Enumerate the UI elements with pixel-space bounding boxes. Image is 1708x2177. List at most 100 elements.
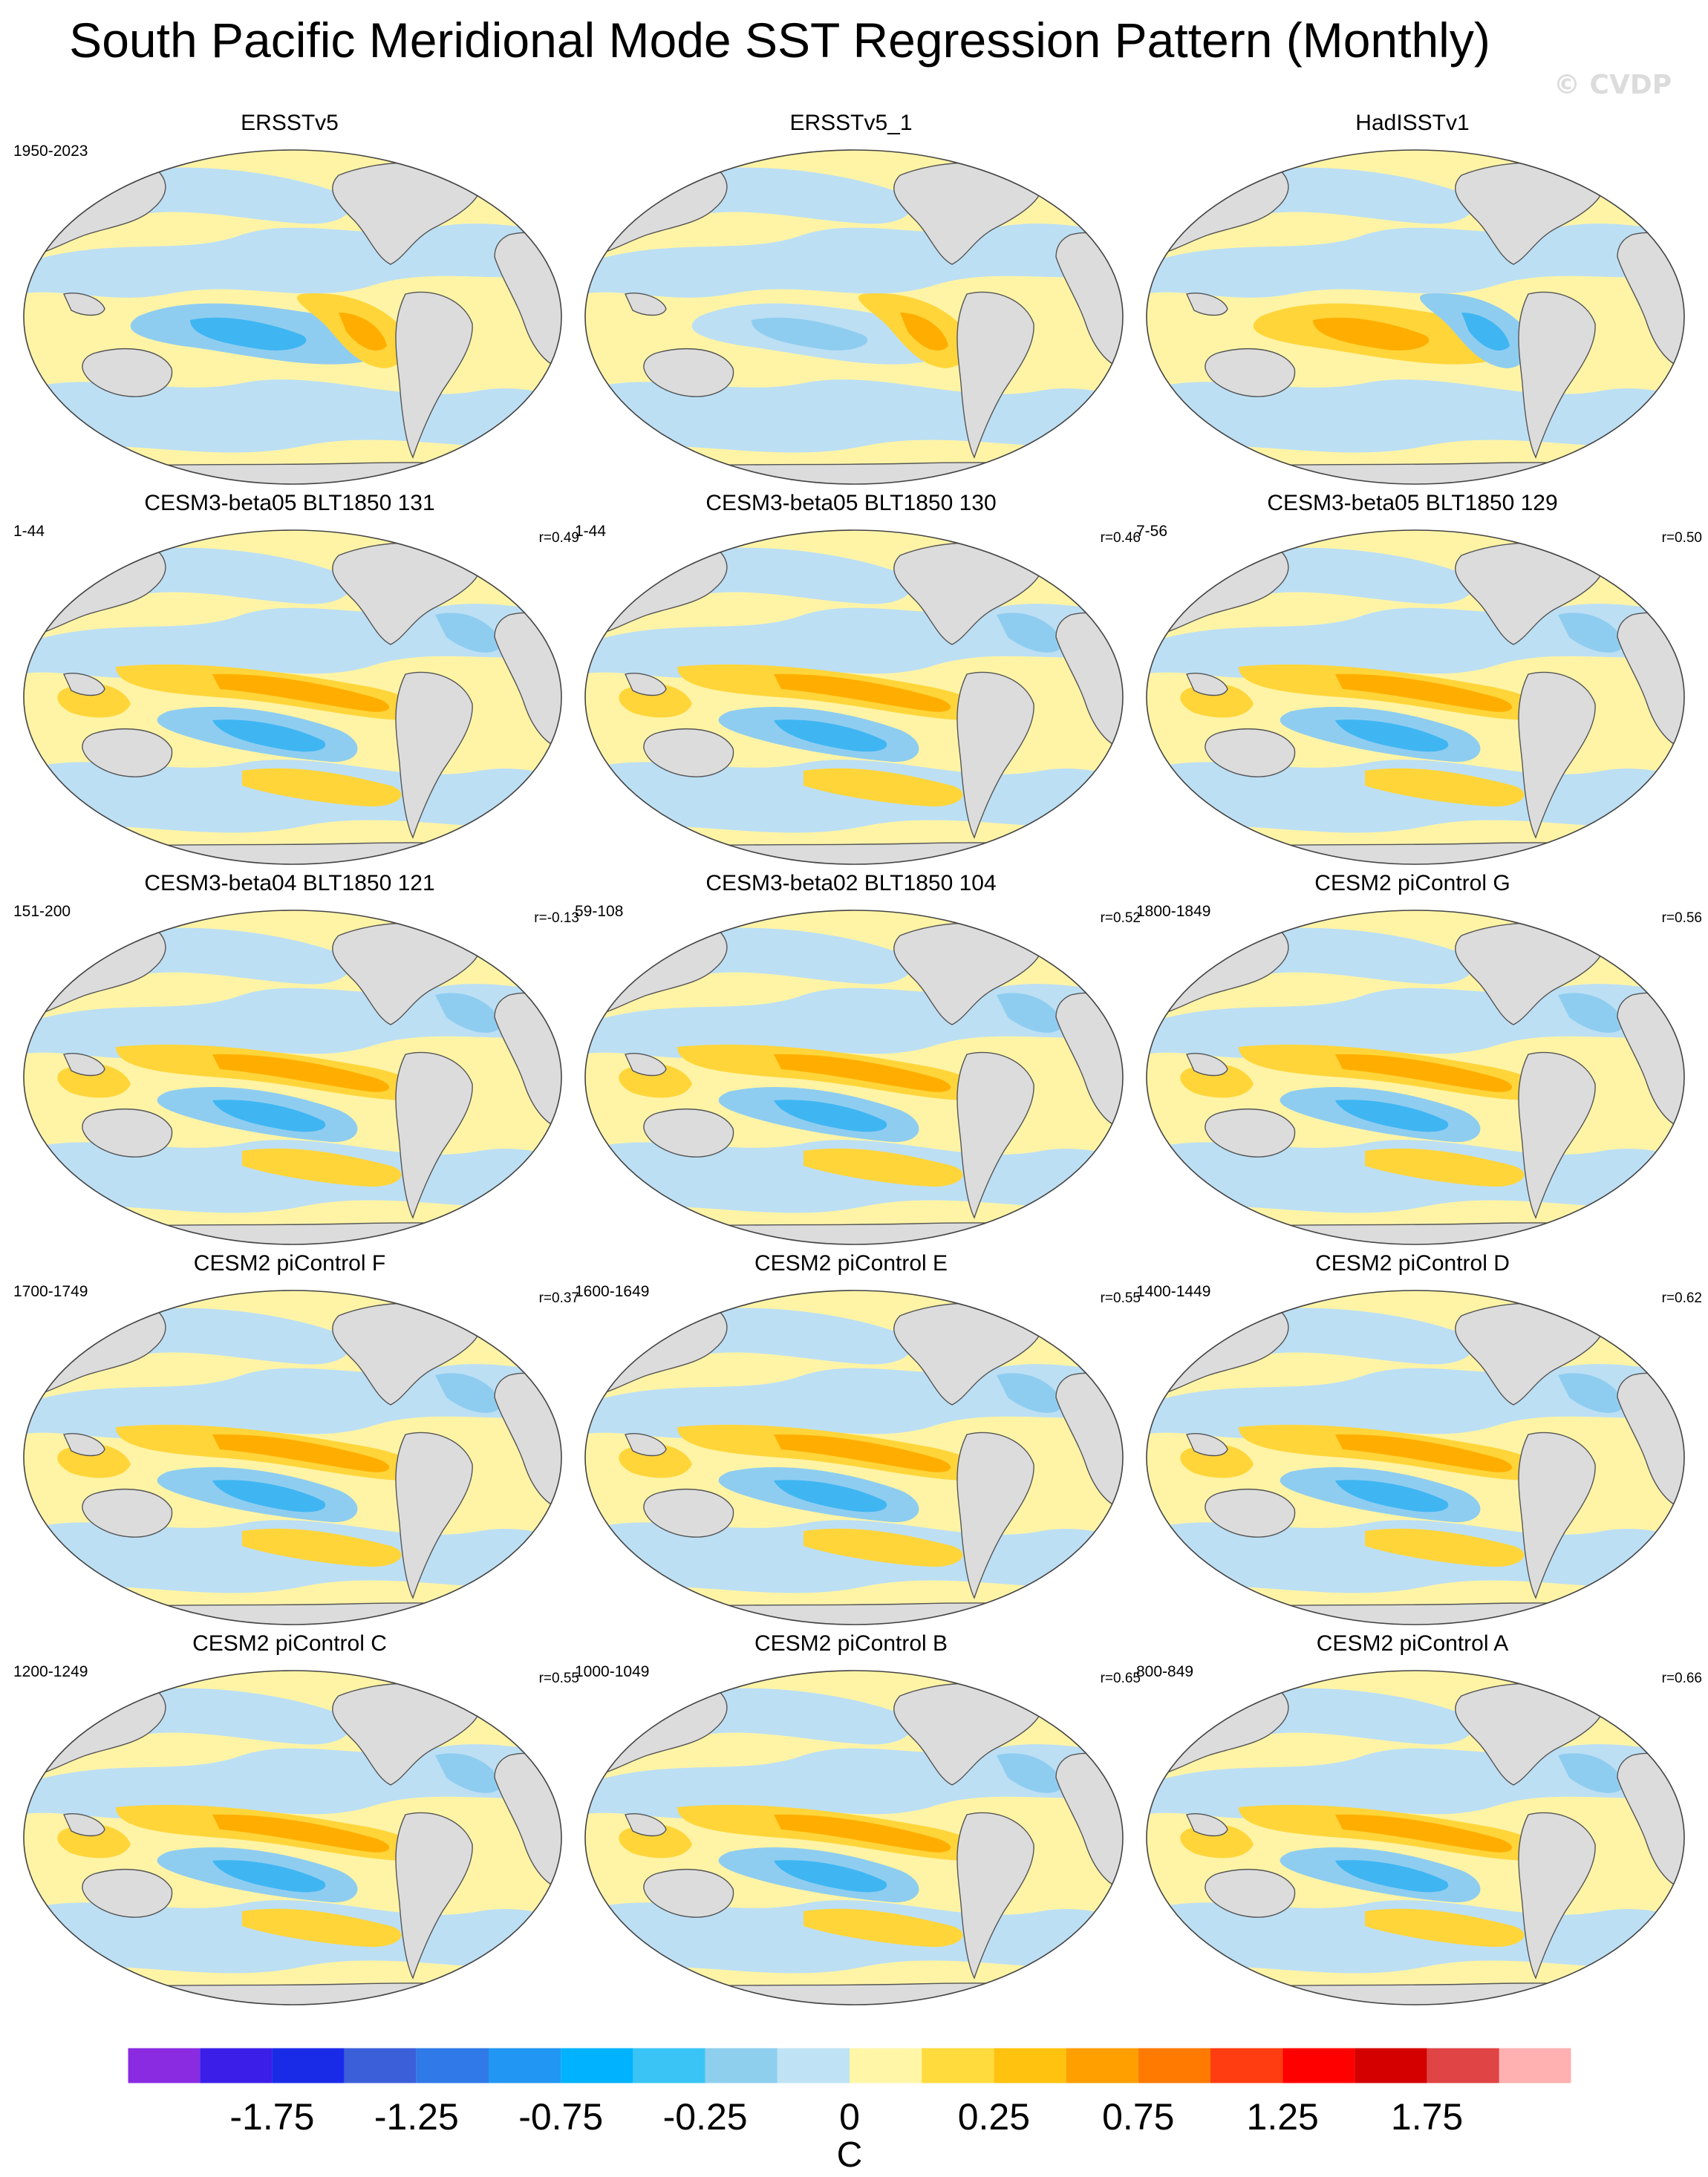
- cool-core-strong: [774, 1860, 887, 1893]
- map-panel: ERSSTv5_1: [572, 110, 1130, 489]
- panel-years: 1000-1049: [575, 1663, 650, 1680]
- land-australia: [1205, 728, 1296, 777]
- sst-regression-map: [1146, 1670, 1685, 2005]
- colorbar-box: [777, 2048, 850, 2083]
- atlantic-cool: [997, 1373, 1063, 1413]
- map-boundary: [584, 910, 1124, 1245]
- cool-core-strong: [212, 1100, 326, 1132]
- land-south-america: [395, 291, 473, 459]
- atlantic-cool: [997, 993, 1063, 1033]
- map-boundary: [584, 1670, 1124, 2005]
- panel-title: CESM3-beta05 BLT1850 131: [144, 491, 435, 515]
- land-greenland: [1587, 1672, 1634, 1703]
- cool-band-north: [1147, 604, 1684, 678]
- panel-title: CESM2 piControl A: [1316, 1631, 1509, 1656]
- panel-years: 151-200: [13, 903, 71, 920]
- cool-band-north: [24, 984, 561, 1058]
- panel-title: CESM2 piControl D: [1315, 1251, 1510, 1276]
- colorbar-box: [1499, 2048, 1571, 2083]
- panel-years: 1700-1749: [13, 1283, 88, 1300]
- copyright-watermark: © CVDP: [1554, 70, 1672, 100]
- map-panel: CESM2 piControl C 1200-1249 r=0.55: [10, 1631, 579, 2009]
- land-greenland: [1026, 151, 1073, 182]
- colorbar-box: [1427, 2048, 1499, 2083]
- cool-band-north: [1147, 1364, 1684, 1438]
- sst-regression-map: [1146, 910, 1685, 1245]
- map-panel: CESM3-beta05 BLT1850 131 1-44 r=0.49: [10, 490, 579, 869]
- land-australia: [1205, 347, 1296, 397]
- cool-band-north: [24, 1744, 561, 1818]
- panel-title: CESM3-beta02 BLT1850 104: [705, 871, 997, 895]
- map-panel: CESM2 piControl F 1700-1749 r=0.37: [10, 1250, 579, 1629]
- tropical-core-strong: [752, 317, 868, 350]
- figure-title: South Pacific Meridional Mode SST Regres…: [69, 13, 1490, 68]
- cool-band-north: [24, 604, 561, 678]
- cool-core-strong: [774, 1480, 887, 1512]
- land-maritime-continent: [63, 1053, 105, 1077]
- cool-band-south: [585, 379, 1123, 453]
- map-boundary: [584, 149, 1124, 485]
- land-south-america: [395, 1432, 473, 1599]
- atlantic-cool: [435, 993, 502, 1033]
- map-panel: CESM2 piControl A 800-849 r=0.66: [1133, 1631, 1702, 2009]
- cool-band-south: [1147, 379, 1684, 453]
- colorbar-box: [489, 2048, 561, 2083]
- warm-band-north-strong: [212, 1054, 390, 1092]
- land-maritime-continent: [63, 1813, 105, 1837]
- panel-title: CESM2 piControl E: [754, 1251, 948, 1276]
- east-pacific-band-strong: [339, 313, 387, 351]
- land-south-america: [956, 1812, 1034, 1979]
- map-panel: CESM2 piControl D 1400-1449 r=0.62: [1133, 1250, 1702, 1629]
- map-boundary: [1146, 910, 1685, 1245]
- pattern-correlation: r=0.65: [1100, 1671, 1141, 1686]
- land-australia: [1205, 1488, 1296, 1538]
- colorbar-box: [1210, 2048, 1283, 2083]
- colorbar-box: [705, 2048, 778, 2083]
- panel-years: 1200-1249: [13, 1663, 88, 1680]
- warm-band-north-strong: [212, 673, 390, 712]
- land-greenland: [464, 532, 512, 562]
- sst-regression-map: [23, 910, 562, 1245]
- panel-years: 1-44: [13, 523, 45, 540]
- colorbar-box: [561, 2048, 633, 2083]
- map-boundary: [23, 910, 562, 1245]
- map-panel: CESM3-beta02 BLT1850 104 59-108 r=0.52: [572, 870, 1141, 1249]
- sst-regression-map: [584, 1290, 1124, 1625]
- warm-band-north-strong: [212, 1434, 390, 1472]
- land-south-america: [956, 291, 1034, 459]
- land-australia: [1205, 1868, 1296, 1918]
- map-panel: CESM2 piControl B 1000-1049 r=0.65: [572, 1631, 1141, 2009]
- pattern-correlation: r=0.56: [1661, 910, 1702, 926]
- cool-band-north: [1147, 223, 1684, 298]
- panel-title: ERSSTv5: [241, 111, 339, 135]
- land-maritime-continent: [625, 1053, 667, 1077]
- cool-core-strong: [212, 1860, 326, 1893]
- panel-years: 59-108: [575, 903, 624, 920]
- cool-band-north: [24, 223, 561, 298]
- warm-band-south: [242, 1148, 402, 1187]
- warm-band-south: [242, 1908, 402, 1948]
- warm-band-north-strong: [1335, 1434, 1513, 1472]
- panel-years: 1950-2023: [13, 143, 88, 160]
- land-greenland: [464, 1292, 512, 1322]
- colorbar-box: [922, 2048, 994, 2083]
- land-australia: [82, 1868, 173, 1918]
- land-greenland: [1026, 532, 1073, 562]
- warm-band-north-strong: [774, 1814, 951, 1853]
- land-south-america: [1518, 1051, 1596, 1219]
- land-australia: [643, 1488, 734, 1538]
- sst-regression-map: [584, 529, 1124, 865]
- colorbar-box: [1282, 2048, 1355, 2083]
- land-maritime-continent: [1186, 1433, 1228, 1457]
- colorbar-box: [200, 2048, 273, 2083]
- land-greenland: [464, 1672, 512, 1703]
- colorbar-tick-label: -0.75: [518, 2096, 603, 2138]
- pattern-correlation: r=0.50: [1661, 530, 1702, 546]
- panel-years: 1800-1849: [1136, 903, 1211, 920]
- warm-band-south: [1365, 1908, 1525, 1948]
- land-south-america: [395, 671, 473, 839]
- panel-years: 1600-1649: [575, 1283, 650, 1300]
- sst-regression-map: [584, 149, 1124, 485]
- colorbar-box: [1355, 2048, 1427, 2083]
